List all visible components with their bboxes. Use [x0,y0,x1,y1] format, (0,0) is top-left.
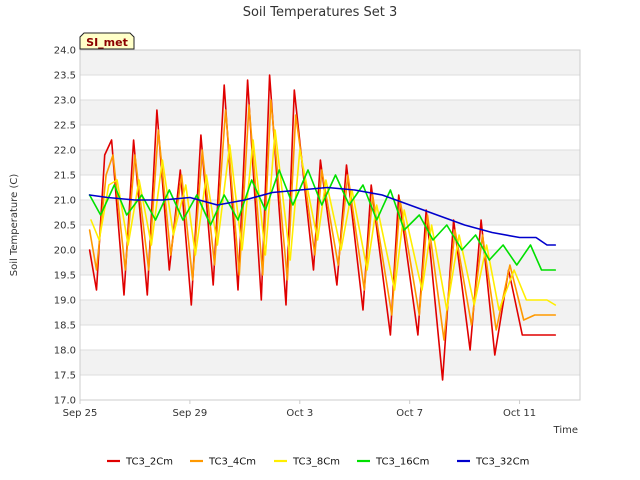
site-badge-text: SI_met [86,36,128,49]
plot-band [80,100,580,125]
y-tick-label: 21.5 [54,171,76,182]
series-line-tc3-32cm [88,186,557,246]
x-axis-title: Time [553,425,578,436]
legend-label: TC3_2Cm [125,457,173,468]
x-tick-label: Oct 7 [396,408,423,419]
plot-band [80,250,580,275]
y-tick-label: 22.5 [54,121,76,132]
plot-band [80,75,580,100]
series-line-tc3-8cm [90,129,557,311]
plot-band [80,325,580,350]
y-tick-label: 17.5 [54,371,76,382]
x-tick-label: Oct 11 [503,408,536,419]
y-axis-ticks: 17.0 17.5 18.0 18.5 19.0 19.5 20.0 20.5 21.0 21.5… [54,46,76,407]
x-tick-label: Oct 3 [286,408,313,419]
plot-band [80,375,580,400]
legend-label: TC3_16Cm [375,457,429,468]
site-badge: SI_met [79,32,135,50]
y-tick-label: 23.5 [54,71,76,82]
plot-band [80,125,580,150]
y-tick-label: 19.5 [54,271,76,282]
plot-band [80,350,580,375]
y-tick-label: 20.0 [54,246,76,257]
legend-label: TC3_32Cm [475,457,529,468]
legend-label: TC3_4Cm [208,457,256,468]
series-line-tc3-16cm [88,169,557,271]
y-tick-label: 17.0 [54,396,76,407]
y-tick-label: 18.0 [54,346,76,357]
plot-frame [79,49,581,401]
y-tick-label: 23.0 [54,96,76,107]
y-tick-label: 22.0 [54,146,76,157]
y-tick-label: 21.0 [54,196,76,207]
plot-band [80,50,580,75]
x-tick-label: Sep 25 [63,408,98,419]
x-axis-ticks: Sep 25 Sep 29 Oct 3 Oct 7 Oct 11 [63,400,536,419]
plot-band [80,300,580,325]
y-tick-label: 20.5 [54,221,76,232]
y-axis-title: Soil Temperature (C) [9,174,20,277]
legend: TC3_2Cm TC3_4Cm TC3_8Cm TC3_16Cm TC3_32Cm [107,457,529,468]
y-tick-label: 18.5 [54,321,76,332]
y-tick-label: 19.0 [54,296,76,307]
legend-label: TC3_8Cm [292,457,340,468]
y-tick-label: 24.0 [54,46,76,57]
chart-title: Soil Temperatures Set 3 [243,5,398,20]
series-lines [88,74,557,381]
x-tick-label: Sep 29 [173,408,208,419]
